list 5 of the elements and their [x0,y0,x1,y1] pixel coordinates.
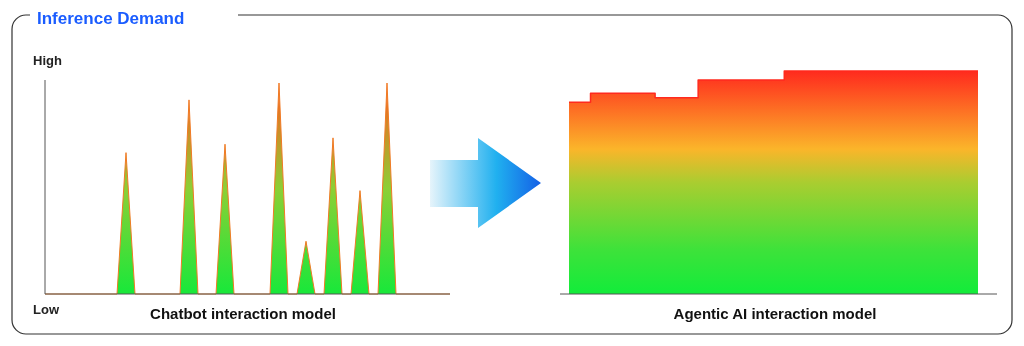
text: Low [33,302,60,317]
text: High [33,53,62,68]
chart-title: Inference Demand [37,9,185,28]
x-axis-title: Chatbot interaction model [150,305,336,322]
x-axis-title: Agentic AI interaction model [673,305,877,322]
